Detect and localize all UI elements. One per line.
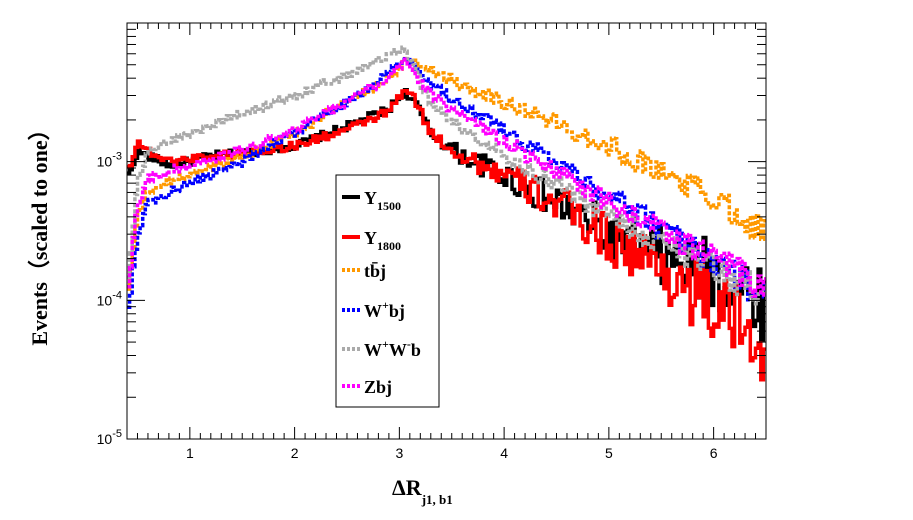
x-axis-title: ΔRj1, b1 bbox=[392, 475, 453, 507]
legend-label: W+bj bbox=[364, 298, 405, 321]
x-tick-label: 1 bbox=[186, 445, 194, 461]
x-tick-label: 6 bbox=[710, 445, 718, 461]
legend-label: Zbj bbox=[364, 377, 392, 397]
legend-label: W+W-b bbox=[364, 337, 421, 360]
legend-box bbox=[335, 174, 440, 408]
y-tick-label: 10-3 bbox=[97, 151, 122, 170]
series-line-5 bbox=[127, 57, 766, 298]
x-tick-label: 5 bbox=[605, 445, 613, 461]
legend: Y1500 Y1800 tb̄j W+bj W+W-b Zbj bbox=[335, 174, 440, 408]
series-line-2 bbox=[127, 56, 766, 291]
y-tick-label: 10-5 bbox=[97, 428, 122, 447]
series-line-4 bbox=[127, 45, 766, 306]
x-axis-title-subscript: j1, b1 bbox=[421, 492, 453, 507]
legend-label: Y1500 bbox=[364, 188, 401, 213]
x-tick-label: 3 bbox=[395, 445, 403, 461]
legend-label: Y1800 bbox=[364, 228, 401, 253]
x-axis: 1 2 3 4 5 6 bbox=[136, 23, 767, 461]
series-line-3 bbox=[127, 56, 766, 309]
y-axis-title: Events（scaled to one） bbox=[27, 118, 52, 345]
x-tick-label: 4 bbox=[500, 445, 508, 461]
plot-frame bbox=[126, 22, 767, 440]
series-layer bbox=[127, 45, 766, 382]
legend-label: tb̄j bbox=[364, 260, 386, 281]
y-tick-label: 10-4 bbox=[97, 289, 122, 308]
x-tick-label: 2 bbox=[291, 445, 299, 461]
y-axis: 10-3 10-4 10-5 bbox=[97, 28, 766, 447]
